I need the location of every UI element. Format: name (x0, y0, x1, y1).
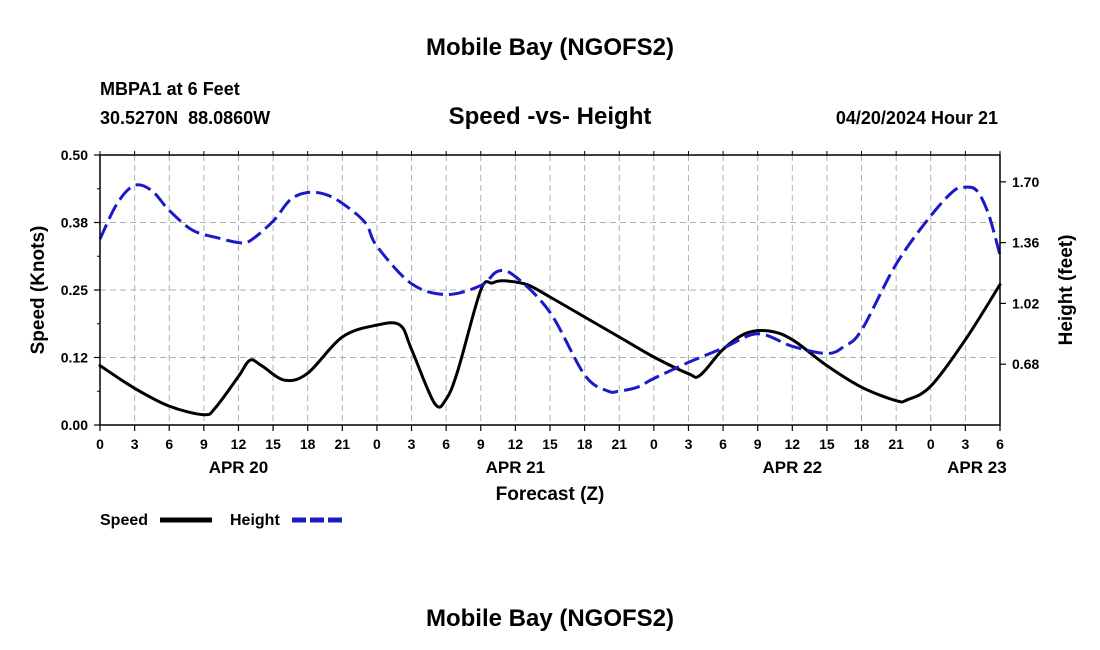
chart-subtitle: Speed -vs- Height (449, 103, 652, 130)
station-label: MBPA1 at 6 Feet (100, 79, 240, 99)
x-tick-label: 12 (785, 436, 801, 452)
x-tick-label: 21 (888, 436, 904, 452)
legend-label-speed: Speed (100, 512, 148, 529)
right-tick-label: 1.02 (1012, 295, 1039, 311)
axes: 0 3 6 9 12 15 18 21 0 3 6 9 12 15 18 21 0 3 6 9 12 15 18 21 0 3 6 A… (61, 147, 1040, 477)
left-tick-label: 0.00 (61, 417, 88, 433)
right-axis-label: Height (feet) (1056, 235, 1077, 346)
x-tick-label: 18 (300, 436, 316, 452)
x-tick-label: 6 (442, 436, 450, 452)
x-tick-label: 6 (165, 436, 173, 452)
legend: Speed Height (100, 512, 344, 529)
x-tick-label: 0 (650, 436, 658, 452)
right-tick-label: 0.68 (1012, 356, 1039, 372)
series-line-height (98, 183, 1002, 394)
date-label: APR 23 (947, 458, 1007, 477)
footer-title: Mobile Bay (NGOFS2) (426, 605, 674, 632)
legend-label-height: Height (230, 512, 280, 529)
x-tick-label: 9 (477, 436, 485, 452)
date-label: APR 21 (486, 458, 546, 477)
x-tick-label: 9 (754, 436, 762, 452)
x-axis-label: Forecast (Z) (496, 484, 605, 505)
x-tick-label: 9 (200, 436, 208, 452)
x-tick-label: 18 (854, 436, 870, 452)
date-label: APR 22 (763, 458, 823, 477)
series-line-speed (98, 279, 1002, 417)
x-tick-label: 3 (131, 436, 139, 452)
x-tick-label: 12 (231, 436, 247, 452)
x-tick-label: 3 (685, 436, 693, 452)
x-tick-label: 6 (719, 436, 727, 452)
x-tick-label: 15 (542, 436, 558, 452)
x-tick-label: 18 (577, 436, 593, 452)
x-tick-label: 3 (408, 436, 416, 452)
date-label: APR 20 (209, 458, 269, 477)
right-tick-label: 1.36 (1012, 235, 1039, 251)
x-tick-label: 15 (819, 436, 835, 452)
chart-title: Mobile Bay (NGOFS2) (426, 34, 674, 61)
x-tick-label: 3 (961, 436, 969, 452)
x-tick-label: 0 (96, 436, 104, 452)
left-tick-label: 0.25 (61, 282, 88, 298)
series-layer (98, 183, 1002, 417)
grid (100, 155, 1000, 425)
x-tick-label: 0 (927, 436, 935, 452)
x-tick-label: 12 (508, 436, 524, 452)
x-tick-label: 6 (996, 436, 1004, 452)
x-tick-label: 15 (265, 436, 281, 452)
left-axis-label: Speed (Knots) (28, 226, 49, 355)
right-tick-label: 1.70 (1012, 174, 1039, 190)
timestamp-label: 04/20/2024 Hour 21 (836, 108, 998, 128)
left-tick-label: 0.38 (61, 215, 88, 231)
coordinates-label: 30.5270N 88.0860W (100, 108, 270, 128)
left-tick-label: 0.50 (61, 147, 88, 163)
left-tick-label: 0.12 (61, 350, 88, 366)
x-tick-label: 21 (335, 436, 351, 452)
x-tick-label: 0 (373, 436, 381, 452)
x-tick-label: 21 (611, 436, 627, 452)
